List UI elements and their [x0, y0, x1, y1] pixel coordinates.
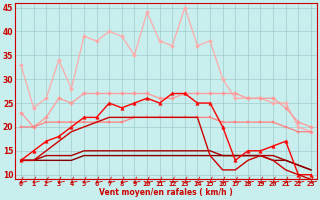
- X-axis label: Vent moyen/en rafales ( km/h ): Vent moyen/en rafales ( km/h ): [99, 188, 233, 197]
